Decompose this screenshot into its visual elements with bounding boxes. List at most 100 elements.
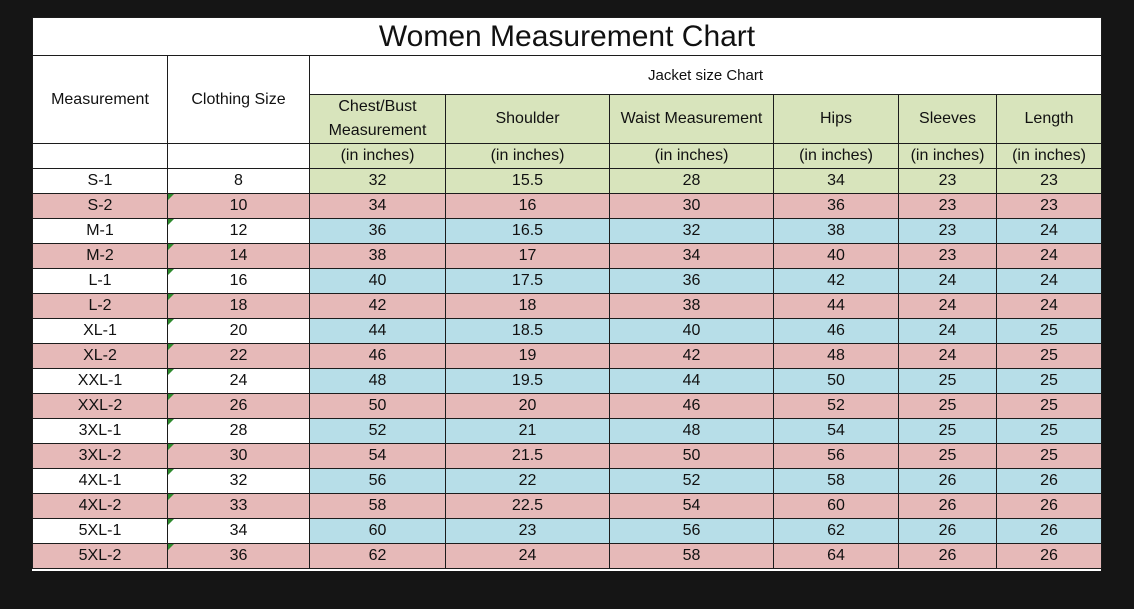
sleeves-cell: 26 (898, 493, 997, 519)
length-cell: 23 (995, 193, 1103, 219)
clothing-size-cell: 26 (167, 393, 310, 419)
clothing-size-cell: 18 (167, 293, 310, 319)
waist-cell: 36 (609, 268, 774, 294)
table-row: XXL-2 26 50 20 46 52 25 25 (32, 393, 1103, 419)
hips-cell: 44 (773, 293, 899, 319)
table-row: XXL-1 24 48 19.5 44 50 25 25 (32, 368, 1103, 394)
size-cell: 3XL-2 (32, 443, 168, 469)
shoulder-cell: 19 (445, 343, 610, 369)
size-cell: L-2 (32, 293, 168, 319)
shoulder-cell: 23 (445, 518, 610, 544)
table-row: S-1 8 32 15.5 28 34 23 23 (32, 168, 1103, 194)
sleeves-cell: 25 (898, 443, 997, 469)
sleeves-cell: 23 (898, 168, 997, 194)
size-cell: 4XL-2 (32, 493, 168, 519)
chest-bust-cell: 50 (309, 393, 446, 419)
chest-bust-cell: 48 (309, 368, 446, 394)
sleeves-cell: 24 (898, 343, 997, 369)
length-cell: 25 (995, 318, 1103, 344)
waist-cell: 56 (609, 518, 774, 544)
measurement-table: Women Measurement Chart Measurement Clot… (31, 17, 1103, 569)
size-cell: S-1 (32, 168, 168, 194)
chest-bust-cell: 54 (309, 443, 446, 469)
chest-bust-cell: 36 (309, 218, 446, 244)
clothing-size-cell: 8 (167, 168, 310, 194)
unit-label: (in inches) (773, 143, 899, 169)
waist-cell: 32 (609, 218, 774, 244)
hips-cell: 56 (773, 443, 899, 469)
chest-bust-cell: 58 (309, 493, 446, 519)
table-body: S-1 8 32 15.5 28 34 23 23 S-2 10 34 16 30 36 23 23 M-1 12… (32, 168, 1103, 569)
empty-unit-cell (167, 143, 310, 169)
shoulder-cell: 20 (445, 393, 610, 419)
column-header-waist: Waist Measurement (609, 94, 774, 144)
waist-cell: 38 (609, 293, 774, 319)
length-cell: 24 (995, 218, 1103, 244)
length-cell: 24 (995, 243, 1103, 269)
waist-cell: 30 (609, 193, 774, 219)
hips-cell: 34 (773, 168, 899, 194)
shoulder-cell: 17 (445, 243, 610, 269)
unit-label: (in inches) (309, 143, 446, 169)
size-cell: 4XL-1 (32, 468, 168, 494)
chest-bust-cell: 40 (309, 268, 446, 294)
sleeves-cell: 26 (898, 468, 997, 494)
chest-bust-cell: 32 (309, 168, 446, 194)
hips-cell: 54 (773, 418, 899, 444)
column-header-shoulder: Shoulder (445, 94, 610, 144)
hips-cell: 46 (773, 318, 899, 344)
waist-cell: 52 (609, 468, 774, 494)
clothing-size-cell: 16 (167, 268, 310, 294)
clothing-size-cell: 10 (167, 193, 310, 219)
measurement-header: Measurement (32, 55, 168, 144)
table-row: S-2 10 34 16 30 36 23 23 (32, 193, 1103, 219)
waist-cell: 28 (609, 168, 774, 194)
length-cell: 24 (995, 293, 1103, 319)
hips-cell: 36 (773, 193, 899, 219)
jacket-size-chart-header: Jacket size Chart (308, 55, 1103, 95)
shoulder-cell: 15.5 (445, 168, 610, 194)
clothing-size-cell: 33 (167, 493, 310, 519)
sleeves-cell: 23 (898, 243, 997, 269)
clothing-size-cell: 12 (167, 218, 310, 244)
unit-label: (in inches) (898, 143, 997, 169)
sleeves-cell: 24 (898, 318, 997, 344)
unit-label: (in inches) (995, 143, 1103, 169)
column-header-length: Length (995, 94, 1103, 144)
size-cell: 5XL-2 (32, 543, 168, 569)
table-row: L-1 16 40 17.5 36 42 24 24 (32, 268, 1103, 294)
unit-label: (in inches) (445, 143, 610, 169)
size-cell: XXL-2 (32, 393, 168, 419)
clothing-size-cell: 22 (167, 343, 310, 369)
chest-bust-cell: 56 (309, 468, 446, 494)
table-row: 4XL-1 32 56 22 52 58 26 26 (32, 468, 1103, 494)
shoulder-cell: 16 (445, 193, 610, 219)
hips-cell: 40 (773, 243, 899, 269)
table-row: XL-2 22 46 19 42 48 24 25 (32, 343, 1103, 369)
size-cell: XL-1 (32, 318, 168, 344)
shoulder-cell: 19.5 (445, 368, 610, 394)
column-header-sleeves: Sleeves (898, 94, 997, 144)
clothing-size-cell: 14 (167, 243, 310, 269)
clothing-size-cell: 30 (167, 443, 310, 469)
clothing-size-cell: 34 (167, 518, 310, 544)
chest-bust-cell: 46 (309, 343, 446, 369)
length-cell: 25 (995, 443, 1103, 469)
hips-cell: 62 (773, 518, 899, 544)
unit-label: (in inches) (609, 143, 774, 169)
waist-cell: 54 (609, 493, 774, 519)
table-row: 5XL-2 36 62 24 58 64 26 26 (32, 543, 1103, 569)
size-cell: 3XL-1 (32, 418, 168, 444)
sleeves-cell: 24 (898, 268, 997, 294)
waist-cell: 42 (609, 343, 774, 369)
shoulder-cell: 17.5 (445, 268, 610, 294)
hips-cell: 48 (773, 343, 899, 369)
length-cell: 26 (995, 493, 1103, 519)
hips-cell: 58 (773, 468, 899, 494)
size-cell: 5XL-1 (32, 518, 168, 544)
shoulder-cell: 24 (445, 543, 610, 569)
length-cell: 25 (995, 418, 1103, 444)
clothing-size-cell: 32 (167, 468, 310, 494)
shoulder-cell: 21.5 (445, 443, 610, 469)
chest-bust-cell: 38 (309, 243, 446, 269)
